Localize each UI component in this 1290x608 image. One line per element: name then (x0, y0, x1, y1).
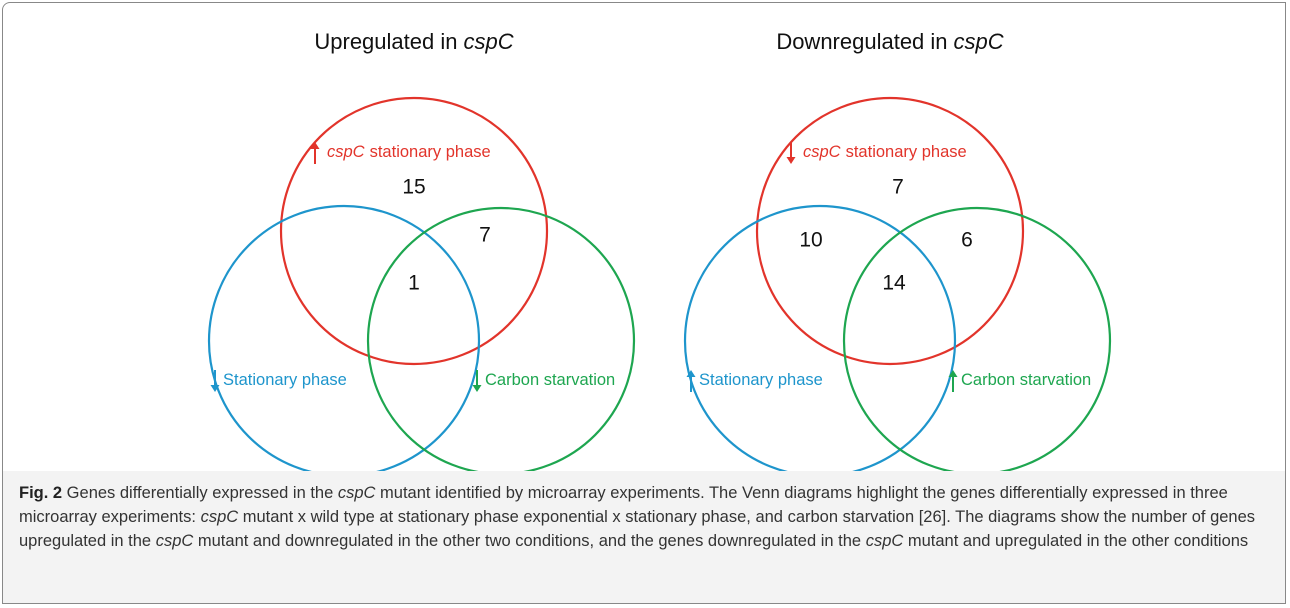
caption-normal: Genes differentially expressed in the (62, 484, 338, 502)
title-italic: cspC (954, 29, 1004, 54)
set-label-text: Carbon starvation (961, 371, 1091, 389)
caption-italic: cspC (200, 508, 239, 526)
set-circle (842, 206, 1112, 471)
caption-italic: cspC (865, 532, 904, 550)
region-count: 7 (479, 224, 491, 247)
set-label: Carbon starvation (485, 371, 615, 389)
set-label: Carbon starvation (961, 371, 1091, 389)
title-text: Upregulated in (314, 29, 457, 54)
set-label: cspC stationary phase (803, 143, 967, 161)
arrow-head (210, 385, 220, 392)
set-circle (279, 96, 549, 366)
set-label-text: Carbon starvation (485, 371, 615, 389)
set-circle (755, 96, 1025, 366)
region-count: 14 (882, 272, 906, 295)
diagram-title: Downregulated in cspC (776, 29, 1003, 54)
set-circle (366, 206, 636, 471)
venn-diagram: Downregulated in cspC cspC stationary phase… (683, 29, 1112, 471)
caption-normal: mutant and downregulated in the other tw… (193, 532, 866, 550)
arrow-head (948, 370, 958, 377)
caption-italic: cspC (337, 484, 376, 502)
set-label: Stationary phase (699, 371, 823, 389)
region-count: 15 (402, 176, 425, 199)
caption: Fig. 2 Genes differentially expressed in… (3, 471, 1285, 603)
arrow-head (310, 142, 320, 149)
arrow-head (472, 385, 482, 392)
region-count: 10 (799, 229, 822, 252)
caption-normal: mutant x wild type at stationary phase e… (19, 508, 1256, 550)
set-circle (683, 204, 957, 471)
set-label: Stationary phase (223, 371, 347, 389)
arrow-head (786, 157, 796, 164)
set-circle (207, 204, 481, 471)
title-italic: cspC (463, 29, 513, 54)
set-label: cspC stationary phase (327, 143, 491, 161)
set-label-text: Stationary phase (699, 371, 823, 389)
caption-bold: Fig. 2 (19, 484, 63, 502)
title-text: Downregulated in (776, 29, 947, 54)
set-label-italic: cspC (327, 143, 365, 161)
region-count: 1 (408, 272, 420, 295)
caption-normal: mutant identified by microarray experime… (19, 484, 1228, 526)
diagram-title: Upregulated in cspC (314, 29, 513, 54)
set-label-text: stationary phase (846, 143, 967, 161)
region-count: 7 (892, 176, 904, 199)
arrow-head (686, 370, 696, 377)
set-label-text: Stationary phase (223, 371, 347, 389)
set-label-italic: cspC (803, 143, 841, 161)
set-label-text: stationary phase (370, 143, 491, 161)
region-count: 6 (961, 229, 973, 252)
caption-italic: cspC (155, 532, 194, 550)
caption-normal: mutant and upregulated in the other cond… (903, 532, 1249, 550)
